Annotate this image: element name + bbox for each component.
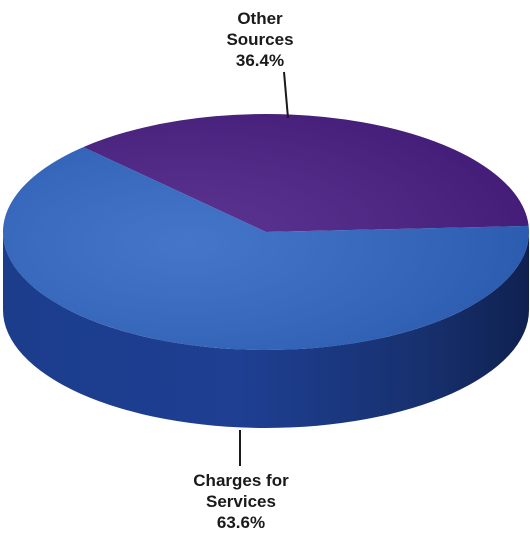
pie-side-wall (3, 232, 529, 428)
slice-label-charges-for-services: Charges for Services 63.6% (161, 470, 321, 533)
slice-name-line: Charges for (193, 471, 289, 490)
pie-top-shading (3, 114, 529, 350)
leader-line-other-sources (283, 71, 289, 119)
slice-name-line: Other (237, 9, 283, 28)
slice-name-line: Sources (226, 30, 294, 49)
slice-percent: 63.6% (216, 513, 266, 532)
slice-percent: 36.4% (235, 51, 285, 70)
slice-label-other-sources: Other Sources 36.4% (180, 8, 340, 71)
slice-name-line: Services (206, 492, 276, 511)
